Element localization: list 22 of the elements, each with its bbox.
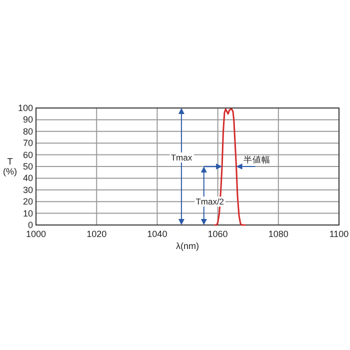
y-tick-label: 40 bbox=[22, 173, 33, 184]
y-tick-label: 20 bbox=[22, 196, 33, 207]
y-tick-label: 100 bbox=[18, 103, 33, 113]
ref-line-label: Tmax/2 bbox=[196, 196, 224, 207]
x-tick-label: 1020 bbox=[86, 229, 107, 239]
x-tick-label: 1000 bbox=[26, 229, 46, 239]
y-tick-label: 60 bbox=[22, 150, 33, 160]
x-tick-label: 1040 bbox=[147, 229, 168, 239]
y-tick-label: 0 bbox=[28, 220, 33, 230]
y-tick-label: 10 bbox=[22, 208, 33, 218]
x-tick-label: 1080 bbox=[268, 229, 288, 239]
y-tick-label: 90 bbox=[22, 114, 33, 125]
ref-line-label: Tmax bbox=[170, 152, 193, 162]
y-tick-label: 30 bbox=[22, 184, 33, 195]
y-axis-title: T (%) bbox=[3, 156, 17, 176]
y-tick-label: 70 bbox=[22, 138, 33, 148]
y-tick-label: 80 bbox=[22, 126, 33, 136]
x-tick-label: 1060 bbox=[208, 229, 228, 239]
x-axis-title: λ(nm) bbox=[176, 241, 199, 251]
x-tick-label: 1100 bbox=[329, 229, 349, 239]
y-tick-label: 50 bbox=[22, 162, 33, 172]
annotation: 半値幅 bbox=[243, 154, 270, 164]
